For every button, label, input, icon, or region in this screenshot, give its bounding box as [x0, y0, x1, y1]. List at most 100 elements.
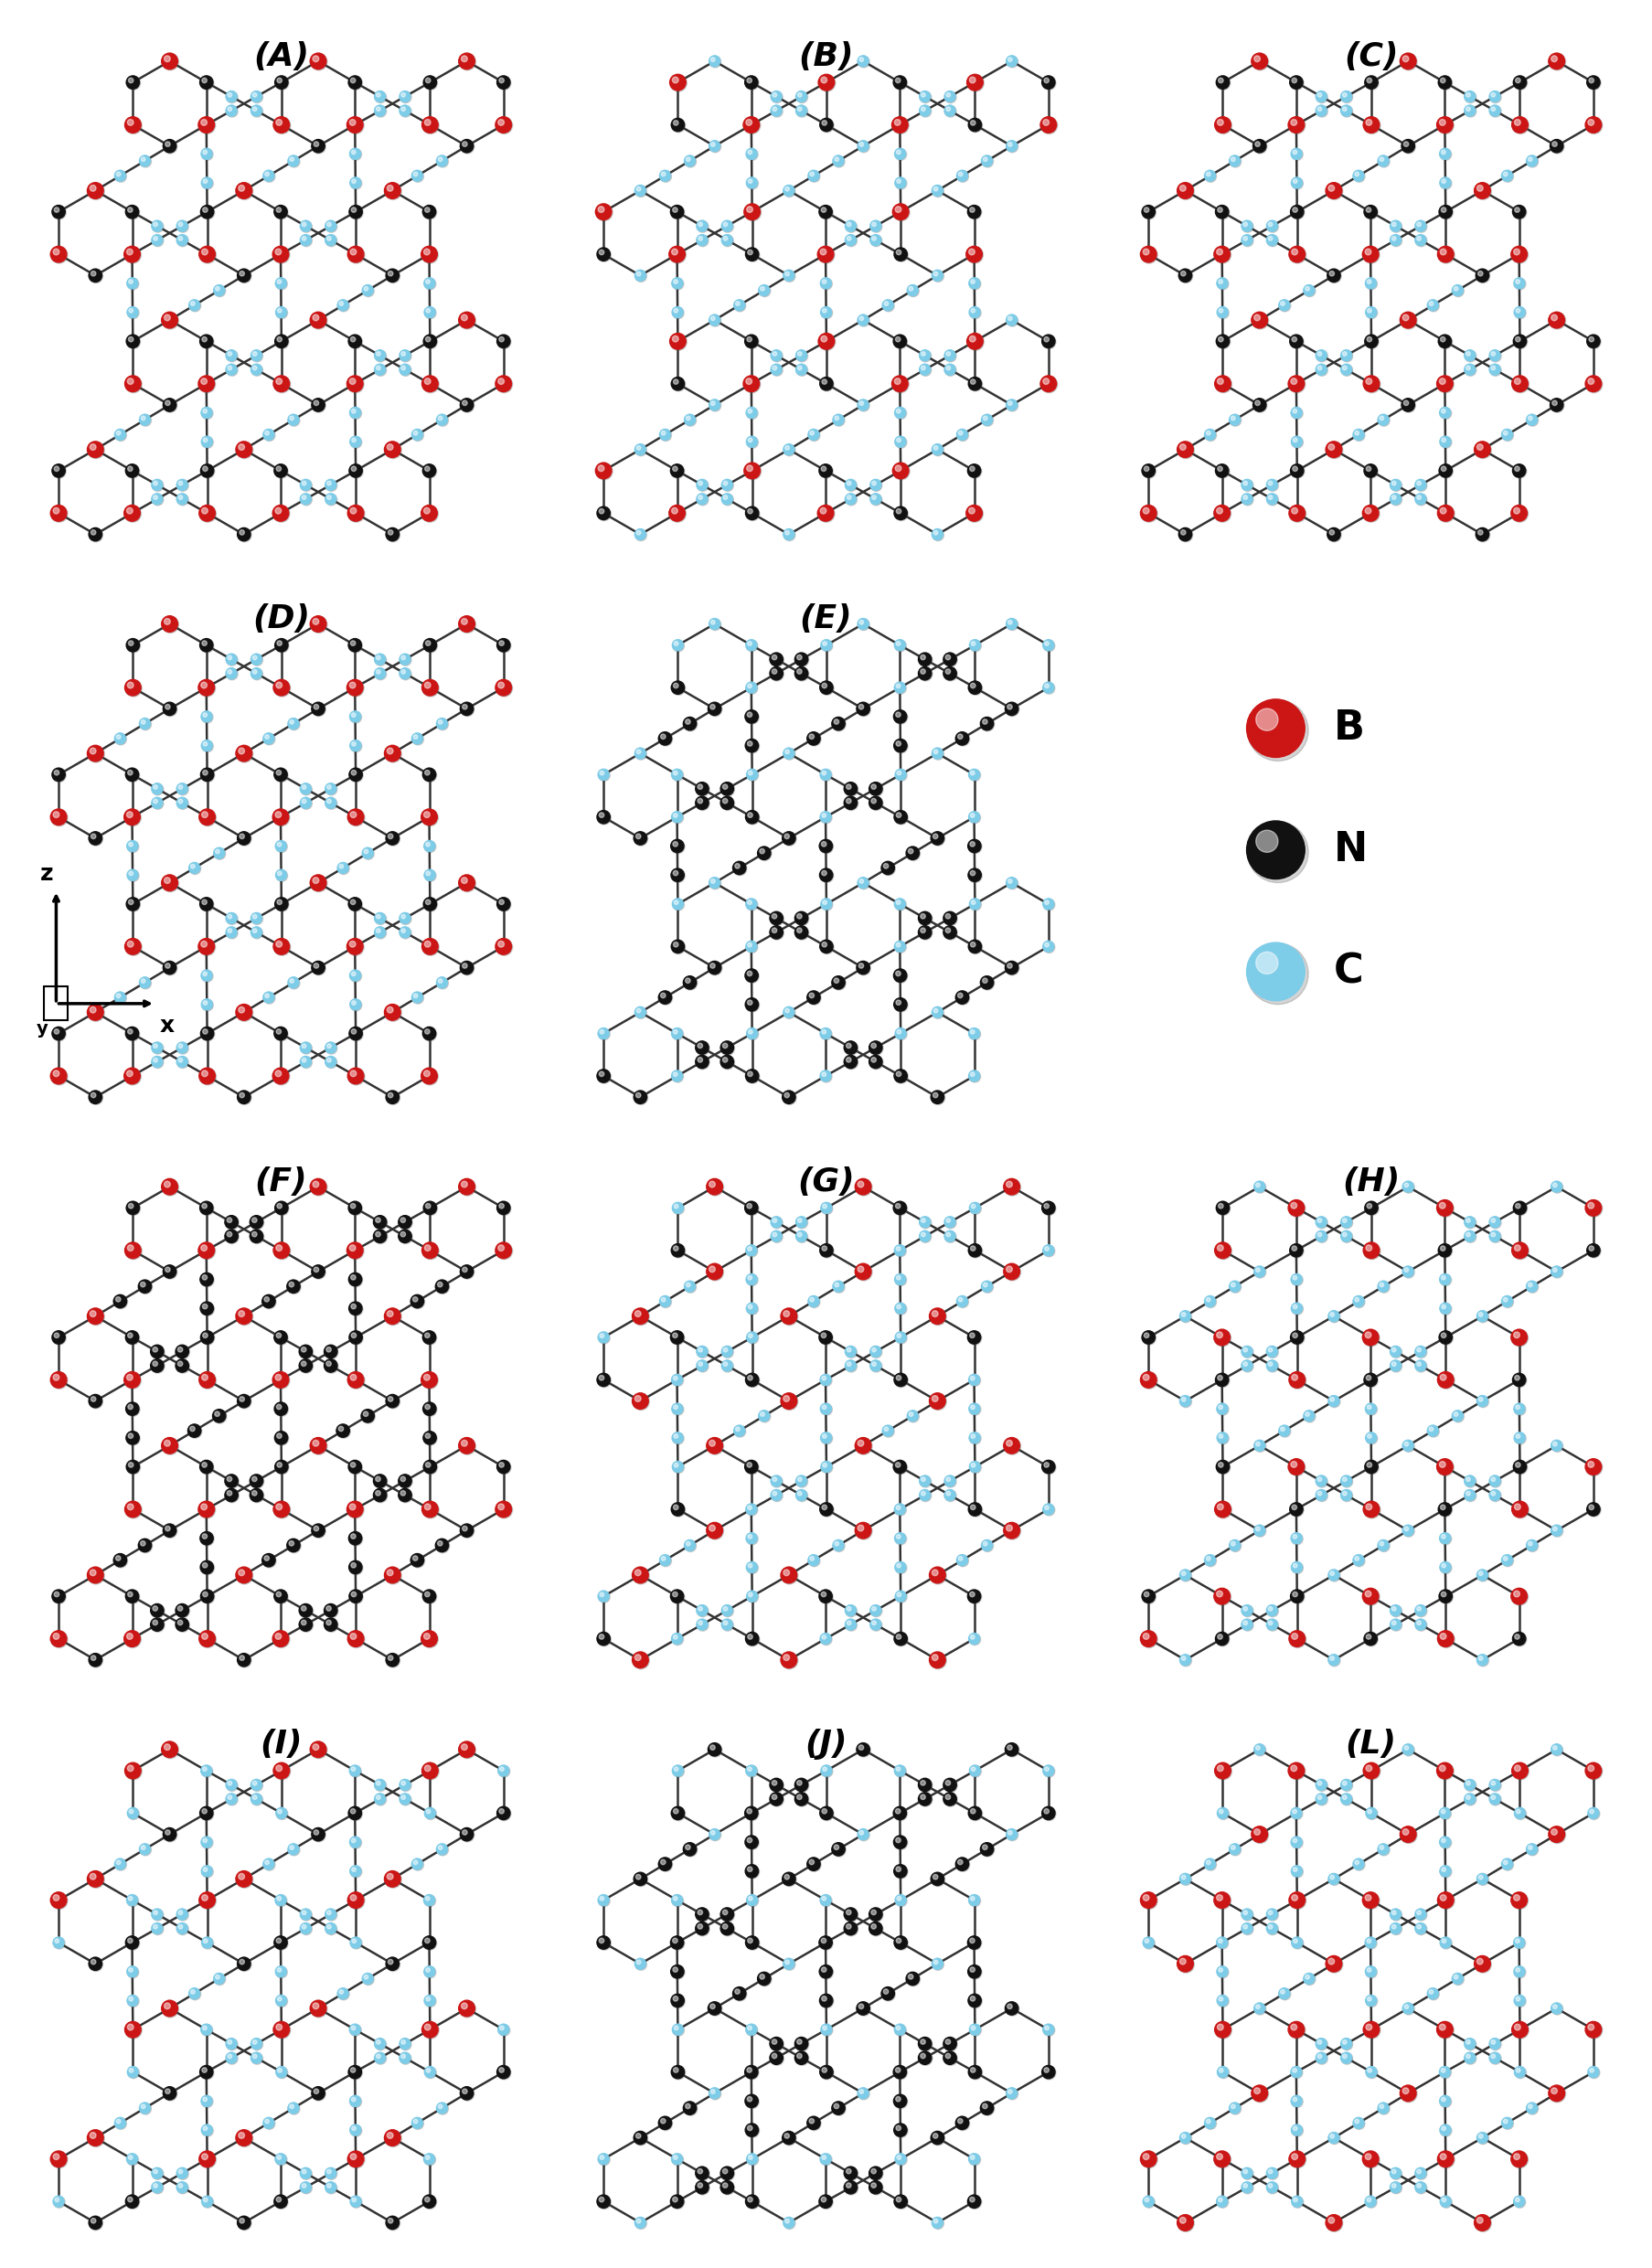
Circle shape — [686, 1844, 691, 1851]
Circle shape — [1292, 1894, 1298, 1901]
Circle shape — [350, 147, 360, 159]
Circle shape — [1389, 1361, 1401, 1372]
Circle shape — [1365, 75, 1378, 88]
Circle shape — [743, 463, 760, 479]
Circle shape — [871, 494, 882, 506]
Circle shape — [970, 683, 975, 687]
Circle shape — [819, 839, 833, 853]
Circle shape — [276, 467, 281, 472]
Circle shape — [857, 2089, 869, 2100]
Circle shape — [1247, 821, 1308, 882]
Circle shape — [808, 429, 819, 440]
Circle shape — [400, 2053, 411, 2064]
Circle shape — [154, 236, 157, 240]
Circle shape — [273, 116, 289, 134]
Circle shape — [413, 1556, 418, 1560]
Circle shape — [697, 1345, 707, 1356]
Circle shape — [846, 785, 851, 789]
Circle shape — [857, 1182, 864, 1188]
Circle shape — [1477, 2132, 1488, 2143]
Circle shape — [190, 864, 195, 869]
Circle shape — [264, 431, 269, 435]
Circle shape — [1366, 2195, 1378, 2209]
Circle shape — [983, 2105, 988, 2109]
Circle shape — [150, 1619, 165, 1633]
Circle shape — [349, 1808, 362, 1821]
Circle shape — [919, 1778, 932, 1792]
Circle shape — [425, 1504, 431, 1510]
Circle shape — [671, 1964, 684, 1978]
Circle shape — [1214, 1588, 1231, 1606]
Circle shape — [1142, 1331, 1155, 1345]
Circle shape — [1290, 2066, 1302, 2077]
Circle shape — [127, 841, 139, 853]
Circle shape — [821, 336, 828, 342]
Circle shape — [894, 1202, 907, 1213]
Circle shape — [598, 1027, 610, 1041]
Circle shape — [745, 2066, 758, 2077]
Circle shape — [129, 308, 134, 313]
Circle shape — [1515, 1996, 1526, 2007]
Circle shape — [966, 247, 983, 263]
Circle shape — [1437, 506, 1455, 522]
Circle shape — [1214, 2021, 1231, 2037]
Circle shape — [1379, 415, 1384, 420]
Circle shape — [1218, 1939, 1222, 1944]
Circle shape — [745, 1504, 757, 1515]
Circle shape — [933, 751, 938, 753]
Circle shape — [1464, 1216, 1475, 1227]
Circle shape — [809, 1860, 814, 1864]
Circle shape — [461, 703, 474, 717]
Circle shape — [1006, 878, 1018, 889]
Circle shape — [114, 733, 126, 744]
Circle shape — [1317, 1780, 1328, 1792]
Circle shape — [203, 712, 206, 717]
Circle shape — [461, 1828, 474, 1842]
Circle shape — [200, 1372, 216, 1388]
Circle shape — [126, 640, 139, 651]
Circle shape — [1378, 2102, 1389, 2114]
Circle shape — [1586, 2021, 1601, 2037]
Circle shape — [818, 75, 834, 91]
Circle shape — [672, 1996, 677, 2000]
Circle shape — [600, 1896, 605, 1901]
Circle shape — [312, 2003, 319, 2009]
Circle shape — [1551, 1524, 1563, 1535]
Circle shape — [164, 2003, 170, 2009]
Circle shape — [325, 1361, 332, 1365]
Circle shape — [1292, 2125, 1303, 2136]
Circle shape — [200, 75, 213, 88]
Circle shape — [1218, 77, 1222, 84]
Circle shape — [1441, 1867, 1452, 1878]
Circle shape — [1041, 118, 1057, 134]
Circle shape — [819, 118, 834, 132]
Circle shape — [796, 2053, 801, 2059]
Circle shape — [1393, 481, 1396, 485]
Circle shape — [1551, 1526, 1563, 1538]
Circle shape — [1515, 2198, 1520, 2202]
Circle shape — [1290, 147, 1302, 159]
Circle shape — [126, 2195, 139, 2209]
Circle shape — [1465, 365, 1470, 370]
Circle shape — [1244, 1606, 1247, 1610]
Circle shape — [349, 640, 362, 653]
Circle shape — [1229, 2102, 1241, 2114]
Circle shape — [695, 2182, 710, 2195]
Circle shape — [162, 2000, 178, 2019]
Circle shape — [496, 376, 512, 392]
Circle shape — [672, 1027, 682, 1039]
Circle shape — [819, 1331, 833, 1345]
Circle shape — [600, 249, 605, 254]
Circle shape — [1502, 1860, 1513, 1871]
Circle shape — [1218, 2066, 1229, 2077]
Circle shape — [425, 2198, 430, 2202]
Circle shape — [1142, 206, 1155, 218]
Circle shape — [895, 2198, 902, 2202]
Circle shape — [1588, 1808, 1599, 1819]
Circle shape — [1044, 338, 1049, 342]
Circle shape — [325, 1910, 337, 1919]
Circle shape — [1479, 1572, 1483, 1576]
Circle shape — [387, 1653, 400, 1667]
Circle shape — [314, 964, 319, 968]
Circle shape — [1292, 508, 1298, 515]
